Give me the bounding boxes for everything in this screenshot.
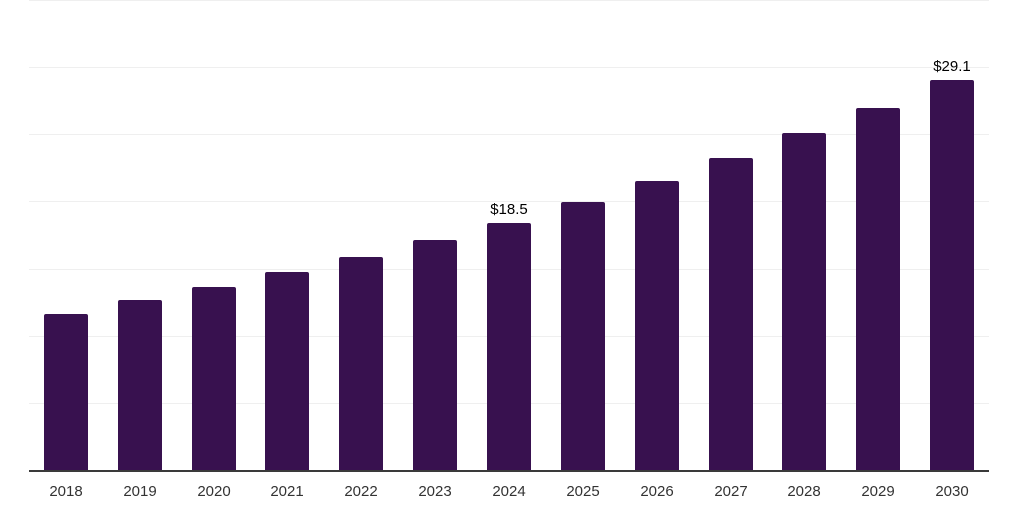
x-tick-label-2028: 2028: [787, 483, 821, 500]
x-tick-label-2029: 2029: [861, 483, 895, 500]
gridline: [29, 67, 989, 68]
bar-2026: [635, 181, 679, 471]
gridline: [29, 134, 989, 135]
bar-2020: [192, 287, 236, 471]
x-axis-line: [29, 470, 989, 472]
bar-2029: [856, 108, 900, 471]
bar-2027: [709, 158, 753, 471]
bar-2025: [561, 202, 605, 471]
bar-2028: [782, 133, 826, 471]
x-tick-label-2026: 2026: [640, 483, 674, 500]
x-tick-label-2019: 2019: [123, 483, 157, 500]
bar-value-label-2024: $18.5: [490, 201, 528, 218]
bar-2030: [930, 80, 974, 471]
bar-2019: [118, 300, 162, 471]
x-tick-label-2022: 2022: [344, 483, 378, 500]
x-tick-label-2025: 2025: [566, 483, 600, 500]
bar-2024: [487, 223, 531, 471]
bar-value-label-2030: $29.1: [933, 58, 971, 75]
x-tick-label-2030: 2030: [935, 483, 969, 500]
bar-2023: [413, 240, 457, 471]
x-tick-label-2027: 2027: [714, 483, 748, 500]
x-tick-label-2021: 2021: [270, 483, 304, 500]
bar-2022: [339, 257, 383, 471]
x-tick-label-2023: 2023: [418, 483, 452, 500]
x-tick-label-2024: 2024: [492, 483, 526, 500]
bar-2021: [265, 272, 309, 471]
x-tick-label-2020: 2020: [197, 483, 231, 500]
bar-2018: [44, 314, 88, 471]
x-tick-label-2018: 2018: [49, 483, 83, 500]
gridline: [29, 201, 989, 202]
gridline: [29, 0, 989, 1]
